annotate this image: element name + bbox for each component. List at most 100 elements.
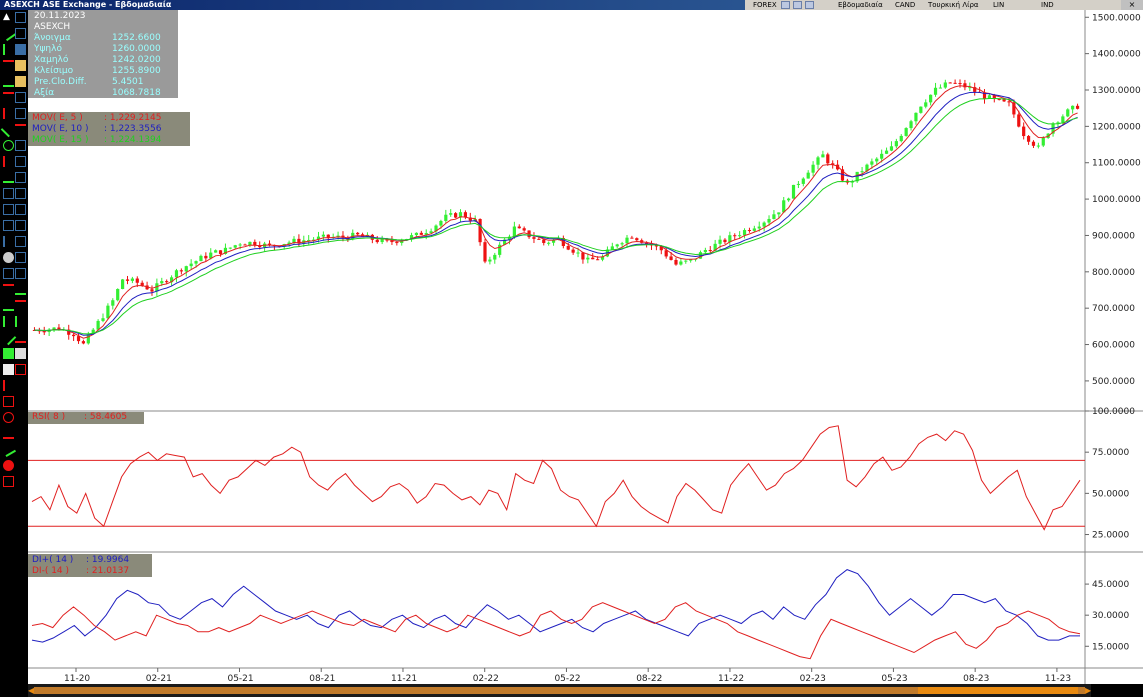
price-tick-label: 1300.0000 bbox=[1092, 86, 1141, 96]
delete-icon[interactable] bbox=[15, 364, 26, 375]
gann-icon[interactable] bbox=[15, 108, 26, 119]
candle-body bbox=[757, 226, 761, 229]
text-icon[interactable] bbox=[15, 60, 26, 71]
candle-body bbox=[356, 232, 360, 235]
candle-body bbox=[948, 82, 952, 84]
wave-icon[interactable] bbox=[3, 220, 14, 231]
crosshair-icon[interactable] bbox=[15, 12, 26, 23]
angle-line-icon[interactable] bbox=[0, 121, 17, 138]
speed-line-icon[interactable] bbox=[3, 156, 14, 167]
candle-body bbox=[826, 154, 830, 164]
color-icon[interactable] bbox=[3, 348, 14, 359]
candle-body bbox=[943, 82, 947, 88]
alert-icon[interactable] bbox=[3, 476, 14, 487]
info-value: 5.4501 bbox=[112, 77, 144, 87]
mode-label[interactable]: IND bbox=[1041, 1, 1054, 9]
scroll-left-icon[interactable]: ◀ bbox=[28, 686, 35, 695]
retracement-icon[interactable] bbox=[15, 236, 26, 247]
candle-body bbox=[91, 329, 95, 335]
cycle-icon[interactable] bbox=[3, 108, 14, 119]
scroll-thumb[interactable] bbox=[918, 687, 1078, 694]
parallel-lines-icon[interactable] bbox=[3, 76, 14, 87]
candle-body bbox=[454, 213, 458, 218]
candle-body bbox=[600, 256, 605, 260]
grid-icon[interactable] bbox=[15, 92, 26, 103]
regression-icon[interactable] bbox=[3, 172, 14, 183]
info-label: Pre.Clo.Diff. bbox=[34, 77, 87, 87]
sell-icon[interactable] bbox=[15, 300, 26, 311]
candle-body bbox=[160, 281, 164, 284]
triangle-icon[interactable] bbox=[3, 188, 14, 199]
rsi-tick-label: 100.0000 bbox=[1092, 407, 1135, 417]
chart-icon[interactable] bbox=[781, 1, 790, 9]
flag-icon[interactable] bbox=[15, 316, 26, 327]
note-icon[interactable] bbox=[15, 76, 26, 87]
arc-icon[interactable] bbox=[15, 172, 26, 183]
vertical-line-icon[interactable] bbox=[3, 44, 14, 55]
scroll-right-icon[interactable]: ▶ bbox=[1085, 686, 1092, 695]
horizontal-scrollbar[interactable]: ◀ ▶ bbox=[28, 684, 1091, 697]
pan-icon[interactable] bbox=[15, 252, 26, 263]
info-symbol: ASEXCH bbox=[34, 22, 71, 32]
horizontal-line-icon[interactable] bbox=[3, 60, 14, 71]
ellipse-icon[interactable] bbox=[3, 204, 14, 215]
select-icon[interactable] bbox=[15, 268, 26, 279]
close-button[interactable]: × bbox=[1121, 0, 1143, 10]
candle-body bbox=[929, 94, 933, 103]
circle-red-icon[interactable] bbox=[3, 412, 14, 423]
currency-label[interactable]: Τουρκική Λίρα bbox=[928, 1, 979, 9]
dot-red-icon[interactable] bbox=[3, 460, 14, 471]
fibonacci-icon[interactable] bbox=[15, 44, 26, 55]
stop-line-icon[interactable] bbox=[3, 284, 14, 295]
pitchfork-icon[interactable] bbox=[15, 188, 26, 199]
arrow-cursor-icon[interactable]: ▲ bbox=[3, 12, 10, 22]
chart-svg[interactable]: 500.0000 600.0000 700.0000 800.0000 900.0000… bbox=[28, 10, 1143, 684]
line-red-icon[interactable] bbox=[3, 428, 14, 439]
period-label[interactable]: Εβδομαδιαία bbox=[838, 1, 883, 9]
candle-body bbox=[434, 225, 438, 232]
trendline-icon[interactable] bbox=[0, 25, 17, 42]
candle-body bbox=[992, 95, 996, 100]
rectangle-icon[interactable] bbox=[15, 140, 26, 151]
candle-body bbox=[292, 238, 296, 243]
candle-body bbox=[835, 164, 840, 170]
dmi-panel[interactable] bbox=[28, 553, 1085, 667]
candle-body bbox=[1017, 114, 1021, 127]
ray-icon[interactable] bbox=[0, 329, 17, 346]
x-tick-label: 11-21 bbox=[391, 674, 417, 684]
timezone-icon[interactable] bbox=[3, 236, 14, 247]
price-panel[interactable] bbox=[28, 10, 1085, 410]
buy-icon[interactable] bbox=[3, 300, 14, 311]
scale-label[interactable]: LIN bbox=[993, 1, 1005, 9]
move-icon[interactable] bbox=[3, 268, 14, 279]
settings-icon[interactable] bbox=[805, 1, 814, 9]
candle-body bbox=[791, 184, 796, 199]
channel-icon[interactable] bbox=[15, 28, 26, 39]
candle-body bbox=[884, 150, 889, 154]
extend-line-icon[interactable] bbox=[15, 332, 26, 343]
marker-icon[interactable] bbox=[3, 316, 14, 327]
andrews-icon[interactable] bbox=[15, 204, 26, 215]
eraser-icon[interactable] bbox=[15, 348, 26, 359]
arrow-line-icon[interactable] bbox=[15, 124, 26, 135]
candle-body bbox=[106, 305, 110, 319]
circle-icon[interactable] bbox=[3, 140, 14, 151]
zoom-icon[interactable] bbox=[3, 252, 14, 263]
window-title: ASEXCH ASE Exchange - Εβδομαδιαία bbox=[4, 0, 172, 9]
vline-red-icon[interactable] bbox=[3, 380, 14, 391]
chart-type-label[interactable]: CAND bbox=[895, 1, 916, 9]
line-icon[interactable] bbox=[793, 1, 802, 9]
candle-body bbox=[248, 241, 252, 246]
candle-body bbox=[840, 169, 845, 181]
clear-icon[interactable] bbox=[3, 364, 14, 375]
square-icon[interactable] bbox=[15, 220, 26, 231]
fan-icon[interactable] bbox=[15, 156, 26, 167]
x-tick-label: 08-22 bbox=[636, 674, 662, 684]
ma5-line bbox=[34, 85, 1078, 339]
level-line-icon[interactable] bbox=[3, 92, 14, 103]
scroll-track[interactable] bbox=[34, 687, 1085, 694]
target-line-icon[interactable] bbox=[15, 284, 26, 295]
box-red-icon[interactable] bbox=[3, 396, 14, 407]
chart-area[interactable]: 500.0000 600.0000 700.0000 800.0000 900.0000… bbox=[28, 10, 1143, 684]
zigzag-icon[interactable] bbox=[0, 441, 17, 458]
